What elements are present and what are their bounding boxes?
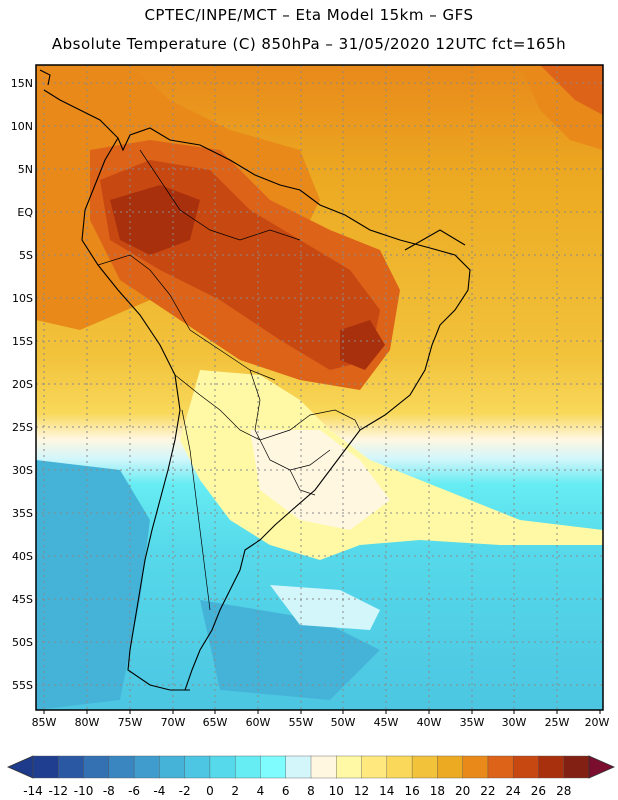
- colorbar-cell: [411, 755, 439, 779]
- colorbar-label: -8: [103, 784, 115, 798]
- lat-label: 25S: [12, 421, 33, 434]
- lon-label: 30W: [502, 716, 527, 729]
- colorbar-labels: -14 -12 -10 -8 -6 -4 -2 0 2 4 6 8 10 12 14 16 18 20 22 24 26…: [23, 784, 571, 798]
- lat-label: 40S: [12, 550, 33, 563]
- lon-label: 65W: [203, 716, 228, 729]
- colorbar-label: 22: [480, 784, 495, 798]
- colorbar-label: -14: [23, 784, 43, 798]
- colorbar: -14 -12 -10 -8 -6 -4 -2 0 2 4 6 8 10 12 14 16 18 20 22 24 26…: [7, 755, 615, 798]
- colorbar-cell: [184, 755, 211, 779]
- colorbar-label: 14: [379, 784, 394, 798]
- lat-label: 30S: [12, 464, 33, 477]
- colorbar-cell: [386, 755, 413, 779]
- lat-label: 10S: [12, 292, 33, 305]
- colorbar-label: -10: [74, 784, 94, 798]
- longitude-labels: 85W 80W 75W 70W 65W 60W 55W 50W 45W 40W …: [32, 716, 610, 729]
- map-title-line2: Absolute Temperature (C) 850hPa – 31/05/…: [51, 35, 567, 53]
- lat-label: 15S: [12, 335, 33, 348]
- latitude-labels: 15N 10N 5N EQ 5S 10S 15S 20S 25S 30S 35S…: [11, 77, 34, 692]
- colorbar-cell: [462, 755, 489, 779]
- colorbar-cell: [209, 755, 236, 779]
- colorbar-label: 10: [329, 784, 344, 798]
- colorbar-label: 20: [455, 784, 470, 798]
- colorbar-label: 26: [531, 784, 546, 798]
- lat-label: 5S: [19, 249, 33, 262]
- colorbar-cell: [361, 755, 388, 779]
- colorbar-label: 28: [556, 784, 571, 798]
- colorbar-label: 2: [231, 784, 239, 798]
- lat-label: 20S: [12, 378, 33, 391]
- lon-label: 50W: [331, 716, 356, 729]
- lon-label: 75W: [118, 716, 143, 729]
- lon-label: 55W: [289, 716, 314, 729]
- colorbar-cell: [336, 755, 363, 779]
- colorbar-label: 24: [506, 784, 521, 798]
- colorbar-cell: [310, 755, 337, 779]
- colorbar-cell: [260, 755, 287, 779]
- colorbar-label: 16: [404, 784, 419, 798]
- colorbar-cell: [108, 755, 135, 779]
- colorbar-label: -6: [128, 784, 140, 798]
- lon-label: 80W: [75, 716, 100, 729]
- lon-label: 35W: [460, 716, 485, 729]
- colorbar-cell: [159, 755, 186, 779]
- lon-label: 70W: [161, 716, 186, 729]
- lon-label: 60W: [246, 716, 271, 729]
- colorbar-label: 6: [282, 784, 290, 798]
- lon-label: 25W: [545, 716, 570, 729]
- colorbar-label: 0: [206, 784, 214, 798]
- colorbar-cell: [437, 755, 464, 779]
- colorbar-cell: [234, 755, 262, 779]
- lon-label: 85W: [32, 716, 57, 729]
- colorbar-cell: [512, 755, 540, 779]
- colorbar-cell: [487, 755, 514, 779]
- country-borders: [97, 149, 361, 611]
- lat-label: 55S: [12, 679, 33, 692]
- temperature-field: [36, 65, 603, 710]
- axis-ticks: [43, 710, 601, 714]
- lon-label: 40W: [417, 716, 442, 729]
- colorbar-label: 8: [307, 784, 315, 798]
- lat-label: 50S: [12, 636, 33, 649]
- colorbar-label: 4: [257, 784, 265, 798]
- colorbar-label: -2: [179, 784, 191, 798]
- lat-label: 10N: [11, 120, 33, 133]
- graticule: [36, 65, 603, 710]
- colorbar-cells: [32, 755, 590, 779]
- colorbar-label: 12: [354, 784, 369, 798]
- colorbar-label: -12: [48, 784, 68, 798]
- colorbar-cell: [58, 755, 85, 779]
- colorbar-cell: [83, 755, 110, 779]
- colorbar-cell: [32, 755, 59, 779]
- coastlines: [39, 69, 471, 691]
- lat-label: 35S: [12, 507, 33, 520]
- colorbar-cell: [538, 755, 565, 779]
- lon-label: 45W: [374, 716, 399, 729]
- colorbar-cell: [285, 755, 312, 779]
- map-title-line1: CPTEC/INPE/MCT – Eta Model 15km – GFS: [144, 6, 474, 24]
- lat-label: EQ: [17, 206, 33, 219]
- colorbar-under-triangle: [7, 755, 34, 779]
- colorbar-over-triangle: [588, 755, 615, 779]
- lat-label: 45S: [12, 593, 33, 606]
- colorbar-label: -4: [153, 784, 165, 798]
- colorbar-cell: [133, 755, 161, 779]
- colorbar-cell: [563, 755, 590, 779]
- lat-label: 15N: [11, 77, 33, 90]
- lat-label: 5N: [18, 163, 33, 176]
- lon-label: 20W: [585, 716, 610, 729]
- colorbar-label: 18: [430, 784, 445, 798]
- map-frame: [35, 64, 604, 711]
